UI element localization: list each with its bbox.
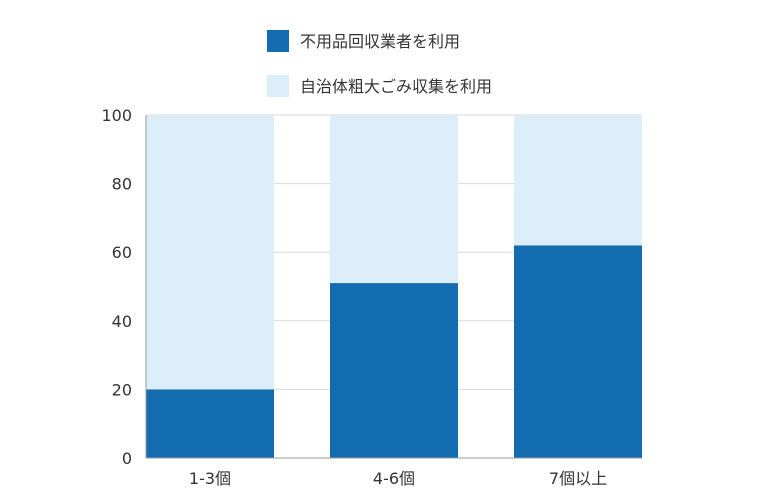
bar-2-series-2 [330,115,458,284]
bar-1-series-2 [146,115,274,390]
y-tick-label-0: 0 [122,449,132,468]
x-tick-label-2: 4-6個 [373,469,415,488]
bar-3-series-2 [514,115,642,246]
axes [145,115,642,459]
y-tick-label-20: 20 [112,380,132,399]
y-axis-ticks: 0 20 40 60 80 100 [101,106,132,468]
y-tick-label-40: 40 [112,312,132,331]
bar-3-series-1 [514,245,642,458]
y-tick-label-60: 60 [112,243,132,262]
y-tick-label-80: 80 [112,175,132,194]
legend-swatch-1 [267,30,289,52]
legend-swatch-2 [267,75,289,97]
x-axis-ticks: 1-3個 4-6個 7個以上 [189,469,607,488]
bars [146,115,642,458]
bar-1-series-1 [146,389,274,458]
bar-2-series-1 [330,283,458,458]
legend-label-2: 自治体粗大ごみ収集を利用 [300,77,492,96]
x-tick-label-1: 1-3個 [189,469,231,488]
x-tick-label-3: 7個以上 [549,469,607,488]
legend-label-1: 不用品回収業者を利用 [300,32,460,51]
y-tick-label-100: 100 [101,106,132,125]
